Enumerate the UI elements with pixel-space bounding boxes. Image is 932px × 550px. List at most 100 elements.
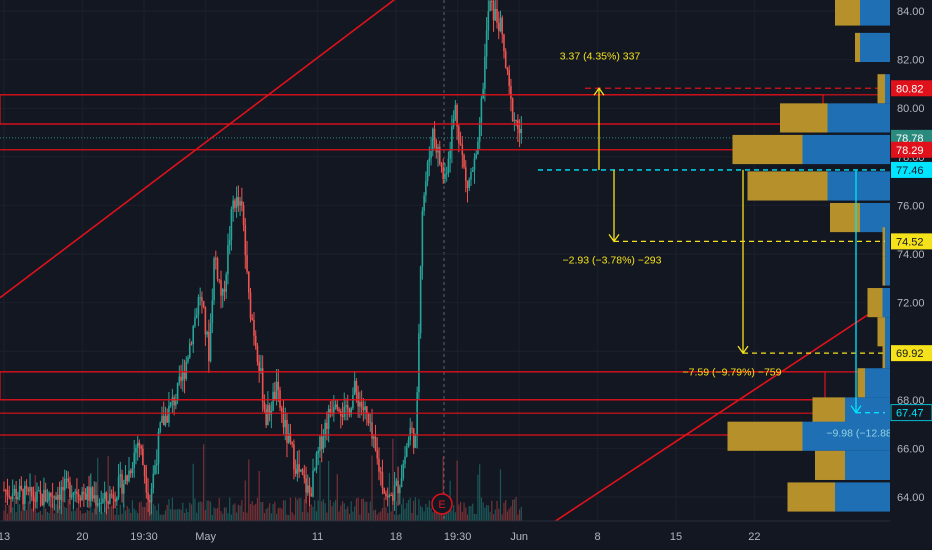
candle-body <box>93 495 96 499</box>
candle-body <box>470 171 472 180</box>
price-badge-label: 69.92 <box>896 348 924 360</box>
volume-bar <box>503 502 505 521</box>
volume-bar <box>164 510 167 521</box>
candle-body <box>192 325 195 345</box>
volume-bar <box>230 514 233 521</box>
volume-bar <box>352 511 354 521</box>
candle-body <box>90 487 92 501</box>
volume-bar <box>397 514 399 521</box>
volume-bar <box>88 510 90 521</box>
level-zone-box[interactable] <box>0 371 826 401</box>
volume-bar <box>477 474 479 521</box>
volume-bar <box>84 512 87 521</box>
candle-body <box>492 1 495 21</box>
volume-bar <box>395 501 397 521</box>
candle-body <box>350 408 352 415</box>
volume-bar <box>520 506 522 521</box>
candle-body <box>8 495 11 498</box>
volume-bar <box>322 499 325 521</box>
candle-body <box>322 436 325 450</box>
volume-bar <box>171 497 173 521</box>
volume-bar <box>291 512 293 521</box>
volume-bar <box>208 500 210 521</box>
volume-bar <box>472 503 474 521</box>
price-badge-label: 74.52 <box>896 236 924 248</box>
volume-bar <box>239 505 241 521</box>
volume-bar <box>121 513 123 521</box>
volume-bar <box>58 506 61 521</box>
time-axis[interactable]: 13 20 19:30 May 11 18 19:30 Jun 8 15 22 <box>0 531 761 543</box>
candle-body <box>364 406 366 411</box>
volume-profile-down <box>845 397 890 427</box>
candle-body <box>327 408 330 430</box>
volume-bar <box>362 498 364 521</box>
measure-tools[interactable]: 3.37 (4.35%) 337 −2.93 (−3.78%) −293 −7.59… <box>538 51 914 440</box>
earnings-circle[interactable] <box>431 493 453 515</box>
volume-bar <box>213 507 215 521</box>
candle-body <box>50 492 52 497</box>
trendline[interactable] <box>554 299 891 522</box>
candle-body <box>70 495 73 498</box>
volume-bar <box>270 513 272 521</box>
volume-profile-up <box>780 103 828 133</box>
candle-body <box>36 491 38 502</box>
volume-profile-up <box>857 368 865 398</box>
candle-body <box>182 371 184 381</box>
volume-bar <box>510 506 512 521</box>
volume-bar <box>76 507 78 521</box>
volume-profile-down <box>802 421 890 451</box>
volume-bar <box>204 509 206 521</box>
candle-body <box>246 255 248 272</box>
volume-bar <box>232 504 234 521</box>
volume-bar <box>296 499 298 521</box>
candle-body <box>317 450 320 454</box>
candle-body <box>482 88 484 99</box>
volume-bar <box>222 513 224 521</box>
volume-bar <box>307 512 309 521</box>
time-tick-label: Jun <box>510 531 528 543</box>
price-tick-label: 84.00 <box>897 6 925 18</box>
candle-body <box>91 487 94 499</box>
trendlines[interactable] <box>0 0 891 522</box>
trendline[interactable] <box>0 0 418 299</box>
candle-body <box>320 436 323 450</box>
candle-body <box>162 416 165 426</box>
candle-body <box>433 128 436 141</box>
candle-body <box>291 442 293 445</box>
candle-body <box>62 486 64 491</box>
volume-profile-up <box>882 227 885 257</box>
candle-body <box>29 486 31 492</box>
volume-bar <box>385 507 387 521</box>
volume-bar <box>303 499 305 521</box>
candle-body <box>487 11 490 31</box>
candle-body <box>286 419 288 443</box>
volume-bar <box>126 506 128 521</box>
candle-body <box>287 433 290 443</box>
volume-bar <box>57 505 59 521</box>
candle-body <box>494 8 497 21</box>
candle-body <box>484 56 486 89</box>
candle-body <box>362 407 365 411</box>
volume-bar <box>114 514 116 521</box>
volume-bar <box>107 456 109 521</box>
volume-bar <box>515 497 517 521</box>
volume-bar <box>461 511 463 521</box>
volume-bar <box>512 499 514 521</box>
candle-body <box>496 8 498 23</box>
volume-bar <box>38 512 40 521</box>
candle-body <box>319 436 321 451</box>
volume-bar <box>93 508 95 521</box>
measure-label: −2.93 (−3.78%) −293 <box>563 255 662 267</box>
candle-body <box>256 345 259 362</box>
candle-body <box>407 440 410 448</box>
volume-bar <box>6 513 9 521</box>
candle-body <box>27 488 30 492</box>
candle-body <box>282 412 285 428</box>
earnings-marker[interactable]: E <box>431 493 453 515</box>
candle-body <box>421 210 424 267</box>
volume-bar <box>81 513 83 521</box>
candle-body <box>39 490 42 495</box>
volume-bar <box>492 514 495 521</box>
candle-body <box>239 201 241 206</box>
